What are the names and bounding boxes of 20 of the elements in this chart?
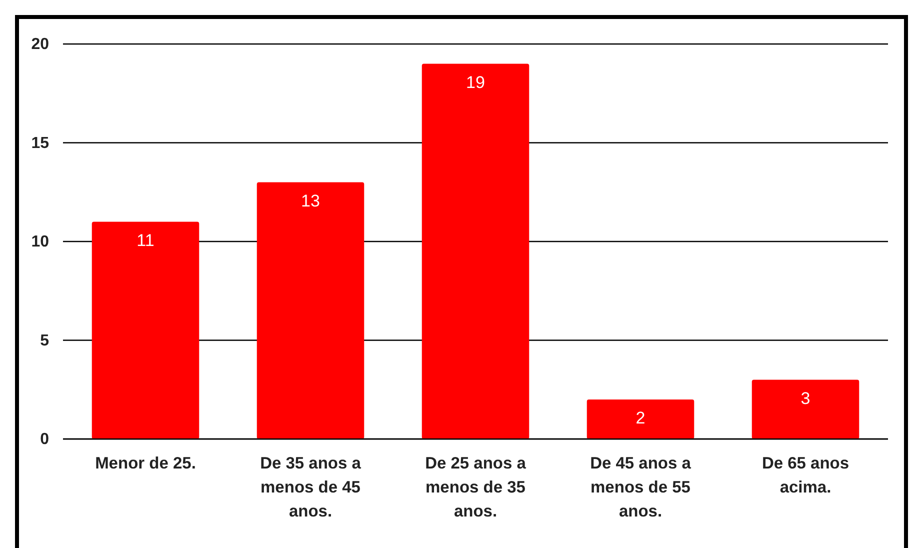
y-tick-label: 10 [31, 234, 50, 251]
y-tick-label: 20 [31, 36, 50, 54]
data-label: 13 [301, 191, 320, 210]
data-label: 11 [136, 230, 154, 250]
bar [752, 380, 860, 439]
data-label: 2 [636, 408, 646, 428]
x-tick-label: Menor de 25. [95, 454, 196, 473]
bar [586, 400, 694, 439]
bar [256, 182, 364, 439]
y-tick-label: 0 [40, 431, 50, 448]
data-label: 3 [800, 388, 810, 408]
x-tick-label: De 25 anos a menos de 35 anos. [425, 454, 527, 521]
bar [92, 222, 200, 439]
x-tick-label: De 35 anos a menos de 45 anos. [260, 454, 362, 521]
y-tick-label: 5 [40, 332, 50, 350]
x-tick-label: De 45 anos a menos de 55 anos. [590, 454, 692, 521]
data-label: 19 [466, 72, 485, 92]
x-tick-label: De 65 anos acima. [762, 454, 850, 497]
bar [422, 64, 530, 439]
y-tick-label: 15 [31, 134, 50, 152]
